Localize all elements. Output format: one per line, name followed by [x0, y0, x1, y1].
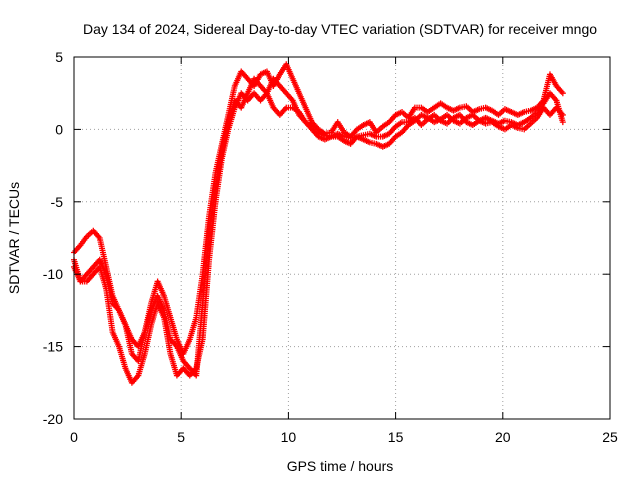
chart-title: Day 134 of 2024, Sidereal Day-to-day VTE… — [83, 21, 597, 37]
x-tick-label: 5 — [177, 429, 185, 445]
data-point — [559, 90, 566, 97]
series-1 — [71, 61, 566, 365]
x-tick-label: 15 — [388, 429, 404, 445]
x-axis-label: GPS time / hours — [287, 458, 394, 474]
data-point — [559, 119, 566, 126]
plot-frame — [73, 56, 611, 420]
y-tick-label: 5 — [55, 49, 63, 65]
x-tick-label: 0 — [70, 429, 78, 445]
data-points — [71, 61, 566, 386]
x-tick-label: 10 — [281, 429, 297, 445]
y-tick-label: -20 — [43, 411, 63, 427]
y-tick-label: -5 — [51, 194, 64, 210]
series-3 — [71, 75, 566, 379]
y-tick-label: -15 — [43, 339, 63, 355]
x-tick-label: 25 — [602, 429, 618, 445]
y-tick-label: -10 — [43, 266, 63, 282]
y-tick-label: 0 — [55, 121, 63, 137]
y-axis-label: SDTVAR / TECUs — [6, 182, 22, 294]
axis-ticks: 0 5 10 15 20 25 -20 -15 -10 -5 0 5 — [43, 49, 618, 445]
x-tick-label: 20 — [495, 429, 511, 445]
